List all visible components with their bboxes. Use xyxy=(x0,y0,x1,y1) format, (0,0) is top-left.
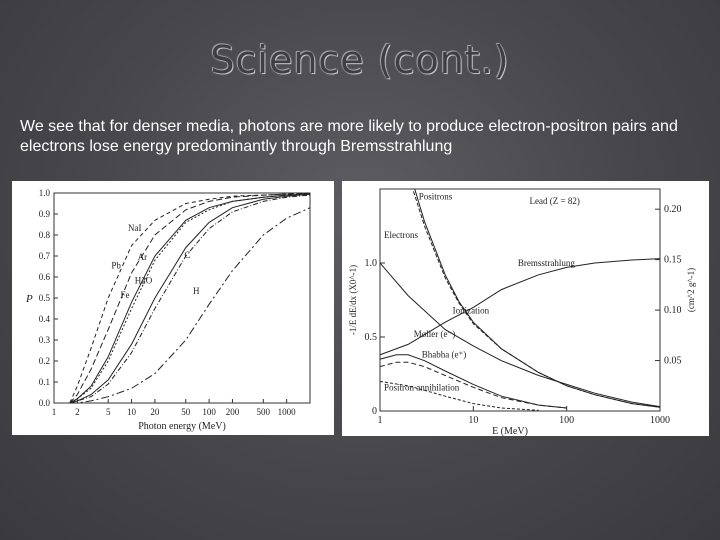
x-tick-label: 1000 xyxy=(650,415,670,426)
y-tick-label: 0.2 xyxy=(39,356,50,366)
x-tick-label: 100 xyxy=(559,415,574,426)
y-right-tick-label: 0.05 xyxy=(664,356,682,367)
series-label-fe: Fe xyxy=(120,290,129,300)
annotation-label: Lead (Z = 82) xyxy=(530,196,580,206)
plot-frame xyxy=(379,188,661,412)
series-label-h: H xyxy=(193,286,200,296)
x-tick-label: 1000 xyxy=(278,407,297,417)
x-tick-label: 2 xyxy=(75,407,80,417)
x-tick-label: 50 xyxy=(181,407,191,417)
x-tick-label: 5 xyxy=(106,407,111,417)
annotation-label: Ionization xyxy=(453,305,490,315)
y-right-tick-label: 0.15 xyxy=(664,255,682,266)
y-right-tick-label: 0.10 xyxy=(664,305,682,316)
series-label-pb: Pb xyxy=(111,261,121,271)
x-tick-label: 1 xyxy=(52,407,57,417)
x-tick-label: 100 xyxy=(202,407,216,417)
chart-right-svg: 0 0.5 1.0 0.05 0.10 0.15 0.20 1 10 100 1000 E (MeV)… xyxy=(348,188,696,437)
y-right-tick-label: 0.20 xyxy=(664,204,682,215)
series-label-ar: Ar xyxy=(138,252,148,262)
series-line-h2o xyxy=(69,194,311,404)
series-label-nai: NaI xyxy=(128,223,142,233)
y-left-tick-label: 0 xyxy=(372,406,377,417)
series-label-c: C xyxy=(184,250,190,260)
annotation-label: Møller (e⁻) xyxy=(414,329,455,339)
y-tick-label: 0.3 xyxy=(39,335,51,345)
series-line xyxy=(380,258,660,356)
x-tick-label: 1 xyxy=(378,415,383,426)
x-tick-label: 20 xyxy=(150,407,160,417)
series-line-fe xyxy=(69,193,311,404)
x-tick-label: 200 xyxy=(226,407,240,417)
y-tick-label: 0.9 xyxy=(39,209,51,219)
annotation-label: Positrons xyxy=(419,191,453,201)
y-tick-label: 0.8 xyxy=(39,230,51,240)
annotation-label: Bremsstrahlung xyxy=(518,258,575,268)
slide-body-text: We see that for denser media, photons ar… xyxy=(20,118,678,155)
y-tick-label: 0.1 xyxy=(39,377,50,387)
series-line-nai xyxy=(69,192,311,404)
y-left-tick-label: 0.5 xyxy=(365,332,378,343)
y-tick-label: 0.5 xyxy=(39,293,51,303)
annotation-label: Positron annihilation xyxy=(384,382,460,392)
series-line xyxy=(380,262,660,408)
y-tick-label: 0.0 xyxy=(39,398,51,408)
chart-electron-energy-loss: 0 0.5 1.0 0.05 0.10 0.15 0.20 1 10 100 1000 E (MeV)… xyxy=(342,181,709,437)
y-axis-label: P xyxy=(25,293,33,305)
y-right-axis-label: (cm^2 g^-1) xyxy=(686,268,696,312)
series-line-c xyxy=(69,193,311,404)
slide-title: Science (cont.) xyxy=(210,38,510,82)
series-line xyxy=(380,380,539,411)
series-line-pb xyxy=(69,192,311,404)
y-left-tick-label: 1.0 xyxy=(365,258,378,269)
annotation-label: Electrons xyxy=(384,230,418,240)
x-axis-label: Photon energy (MeV) xyxy=(138,421,226,432)
x-tick-label: 10 xyxy=(127,407,137,417)
chart-pair-production-probability: 0.0 0.1 0.2 0.3 0.4 0.5 0.6 0.7 0.8 0.9 1.0 1 2 5 10 20… xyxy=(12,181,334,435)
y-left-axis-label: -1/E dE/dx (X0^-1) xyxy=(348,265,358,335)
y-tick-label: 0.4 xyxy=(39,314,51,324)
series-line xyxy=(412,189,660,408)
annotation-label: Bhabha (e⁺) xyxy=(422,350,466,360)
series-line-ar xyxy=(69,193,311,404)
chart-left-svg: 0.0 0.1 0.2 0.3 0.4 0.5 0.6 0.7 0.8 0.9 1.0 1 2 5 10 20… xyxy=(25,188,311,432)
x-tick-label: 500 xyxy=(257,407,271,417)
series-label-h2o: H2O xyxy=(135,275,153,285)
y-tick-label: 1.0 xyxy=(39,188,51,198)
series-line-h xyxy=(69,207,311,404)
x-tick-label: 10 xyxy=(468,415,478,426)
series-line xyxy=(380,361,567,409)
y-tick-label: 0.7 xyxy=(39,251,51,261)
x-axis-label: E (MeV) xyxy=(492,426,528,436)
y-tick-label: 0.6 xyxy=(39,272,51,282)
